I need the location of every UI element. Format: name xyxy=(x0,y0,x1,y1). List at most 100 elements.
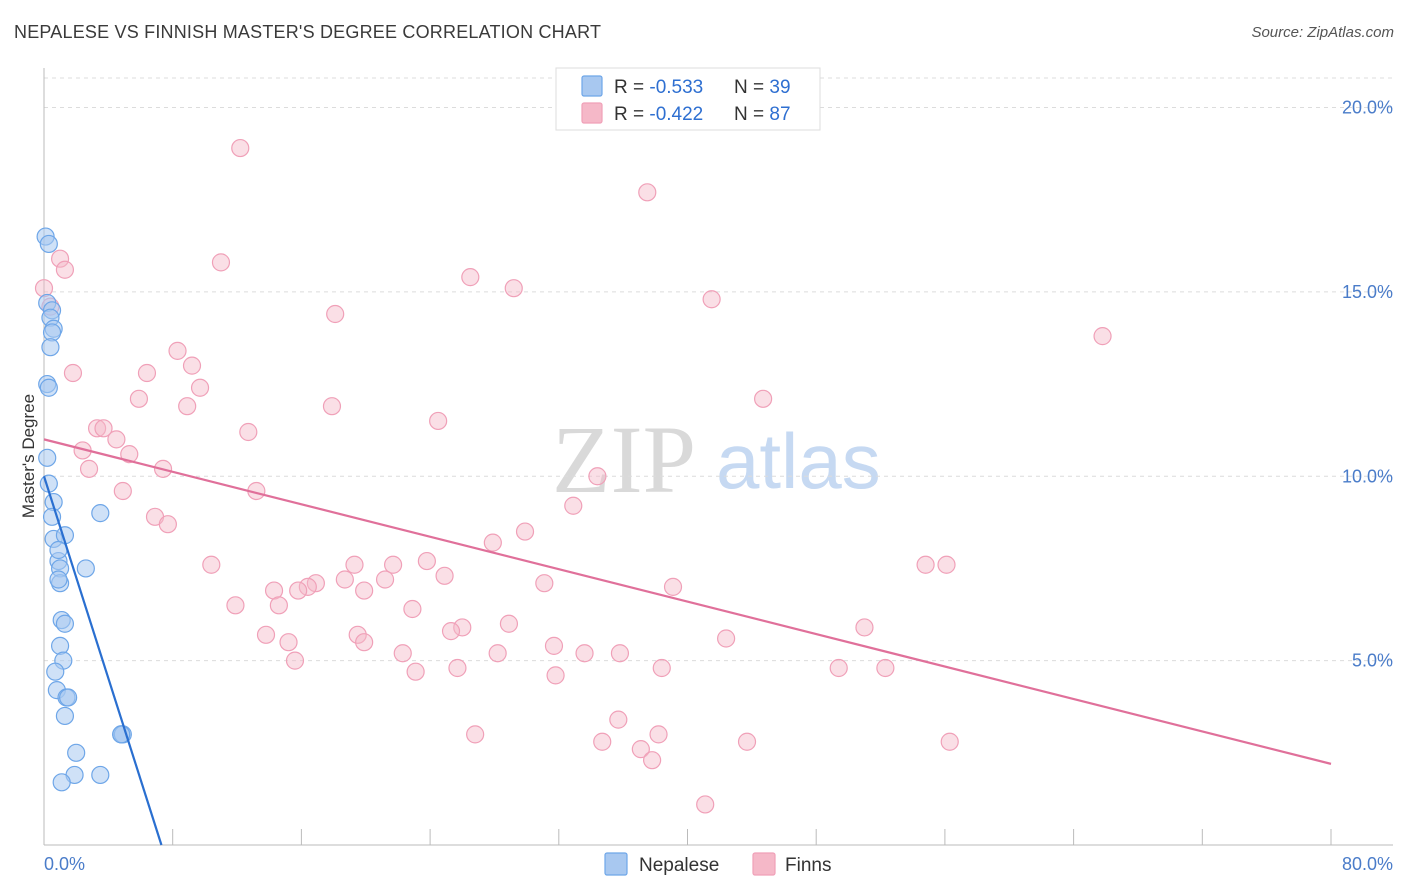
finns-point xyxy=(466,725,485,744)
finns-point xyxy=(94,419,113,438)
legend-n-label: N = xyxy=(734,104,769,125)
finns-point xyxy=(406,662,425,681)
y-axis-title: Master's Degree xyxy=(19,394,38,518)
finns-point xyxy=(940,732,959,751)
legend-r-value: -0.533 xyxy=(649,77,703,98)
nepalese-point xyxy=(76,559,95,578)
legend-r-label: R = xyxy=(614,77,649,98)
nepalese-point xyxy=(55,614,75,633)
finns-point xyxy=(435,566,454,585)
bottom-legend-swatch-nepalese xyxy=(604,852,628,876)
finns-point xyxy=(322,397,342,416)
nepalese-point xyxy=(41,338,60,357)
finns-point xyxy=(158,515,177,534)
finns-point xyxy=(546,666,565,685)
finns-point xyxy=(298,577,317,596)
finns-point xyxy=(504,279,523,298)
finns-point xyxy=(638,183,657,202)
x-tick-label-max: 80.0% xyxy=(1342,854,1393,874)
finns-point xyxy=(264,581,284,600)
finns-point xyxy=(453,618,472,637)
finns-point xyxy=(631,740,650,759)
finns-point xyxy=(355,581,374,600)
finns-point xyxy=(448,658,467,678)
finns-point xyxy=(564,496,583,515)
nepalese-point xyxy=(91,765,110,785)
nepalese-trend-line xyxy=(42,475,163,846)
finns-point xyxy=(269,596,288,615)
finns-point xyxy=(488,644,507,663)
finns-point xyxy=(417,551,436,571)
nepalese-point xyxy=(50,636,70,655)
finns-point xyxy=(182,356,202,375)
finns-point xyxy=(63,363,83,383)
finns-point xyxy=(285,651,305,670)
correlation-legend: R = -0.533 N = 39 R = -0.422 N = 87 xyxy=(555,67,821,131)
chart-source: Source: ZipAtlas.com xyxy=(1251,24,1394,41)
finns-point xyxy=(593,732,612,751)
y-tick-label: 15.0% xyxy=(1342,282,1393,302)
nepalese-point xyxy=(46,662,65,681)
finns-point xyxy=(120,445,139,464)
finns-point xyxy=(202,555,221,574)
finns-point xyxy=(355,633,374,652)
finns-point xyxy=(107,430,126,449)
legend-n-finns: N = 87 xyxy=(734,104,791,125)
finns-point xyxy=(335,570,354,589)
finns-point xyxy=(383,555,403,574)
finns-point xyxy=(403,599,422,619)
finns-point xyxy=(652,658,671,678)
finns-point xyxy=(345,555,364,574)
finns-point xyxy=(231,138,250,158)
trend-lines xyxy=(42,438,1332,846)
finns-point xyxy=(226,596,245,615)
finns-point xyxy=(289,581,308,600)
nepalese-point xyxy=(52,773,71,792)
legend-swatch-finns xyxy=(581,102,603,124)
finns-point xyxy=(441,622,461,641)
finns-point xyxy=(375,570,395,589)
finns-point xyxy=(610,644,630,663)
finns-point xyxy=(855,618,874,637)
finns-point xyxy=(50,249,70,268)
finns-point xyxy=(696,795,715,814)
bottom-legend-swatch-finns xyxy=(752,852,776,876)
finns-point xyxy=(393,644,412,663)
y-tick-labels: 5.0% 10.0% 15.0% 20.0% xyxy=(1342,98,1393,671)
finns-point xyxy=(829,658,848,678)
finns-point xyxy=(239,422,258,442)
nepalese-point xyxy=(67,743,86,762)
nepalese-point xyxy=(39,378,58,397)
nepalese-point xyxy=(39,234,58,254)
finns-point xyxy=(643,751,662,770)
legend-n-value: 39 xyxy=(769,77,790,98)
finns-point xyxy=(876,658,895,678)
y-tick-label: 5.0% xyxy=(1352,651,1393,671)
finns-point xyxy=(575,644,594,663)
finns-point xyxy=(544,636,564,655)
finns-point xyxy=(34,279,54,298)
finns-point xyxy=(754,389,773,408)
finns-point xyxy=(113,481,132,501)
finns-point xyxy=(737,732,757,751)
finns-trend-line xyxy=(43,438,1332,765)
nepalese-point xyxy=(49,570,68,589)
bottom-legend-label-nepalese: Nepalese xyxy=(639,855,719,876)
y-tick-label: 10.0% xyxy=(1342,466,1393,486)
bottom-legend-label-finns: Finns xyxy=(785,855,831,876)
finns-point xyxy=(279,633,298,652)
finns-point xyxy=(137,363,157,383)
watermark-zip: ZIP xyxy=(552,406,696,513)
watermark-atlas: atlas xyxy=(716,417,881,505)
finns-point xyxy=(129,389,149,408)
y-tick-label: 20.0% xyxy=(1342,98,1393,118)
nepalese-point xyxy=(38,448,57,467)
finns-point xyxy=(663,577,683,596)
finns-point xyxy=(483,533,502,552)
finns-point xyxy=(499,614,519,633)
legend-swatch-nepalese xyxy=(581,75,603,97)
finns-point xyxy=(515,522,535,541)
finns-point xyxy=(937,555,956,574)
legend-n-label: N = xyxy=(734,77,769,98)
finns-point xyxy=(256,625,276,644)
